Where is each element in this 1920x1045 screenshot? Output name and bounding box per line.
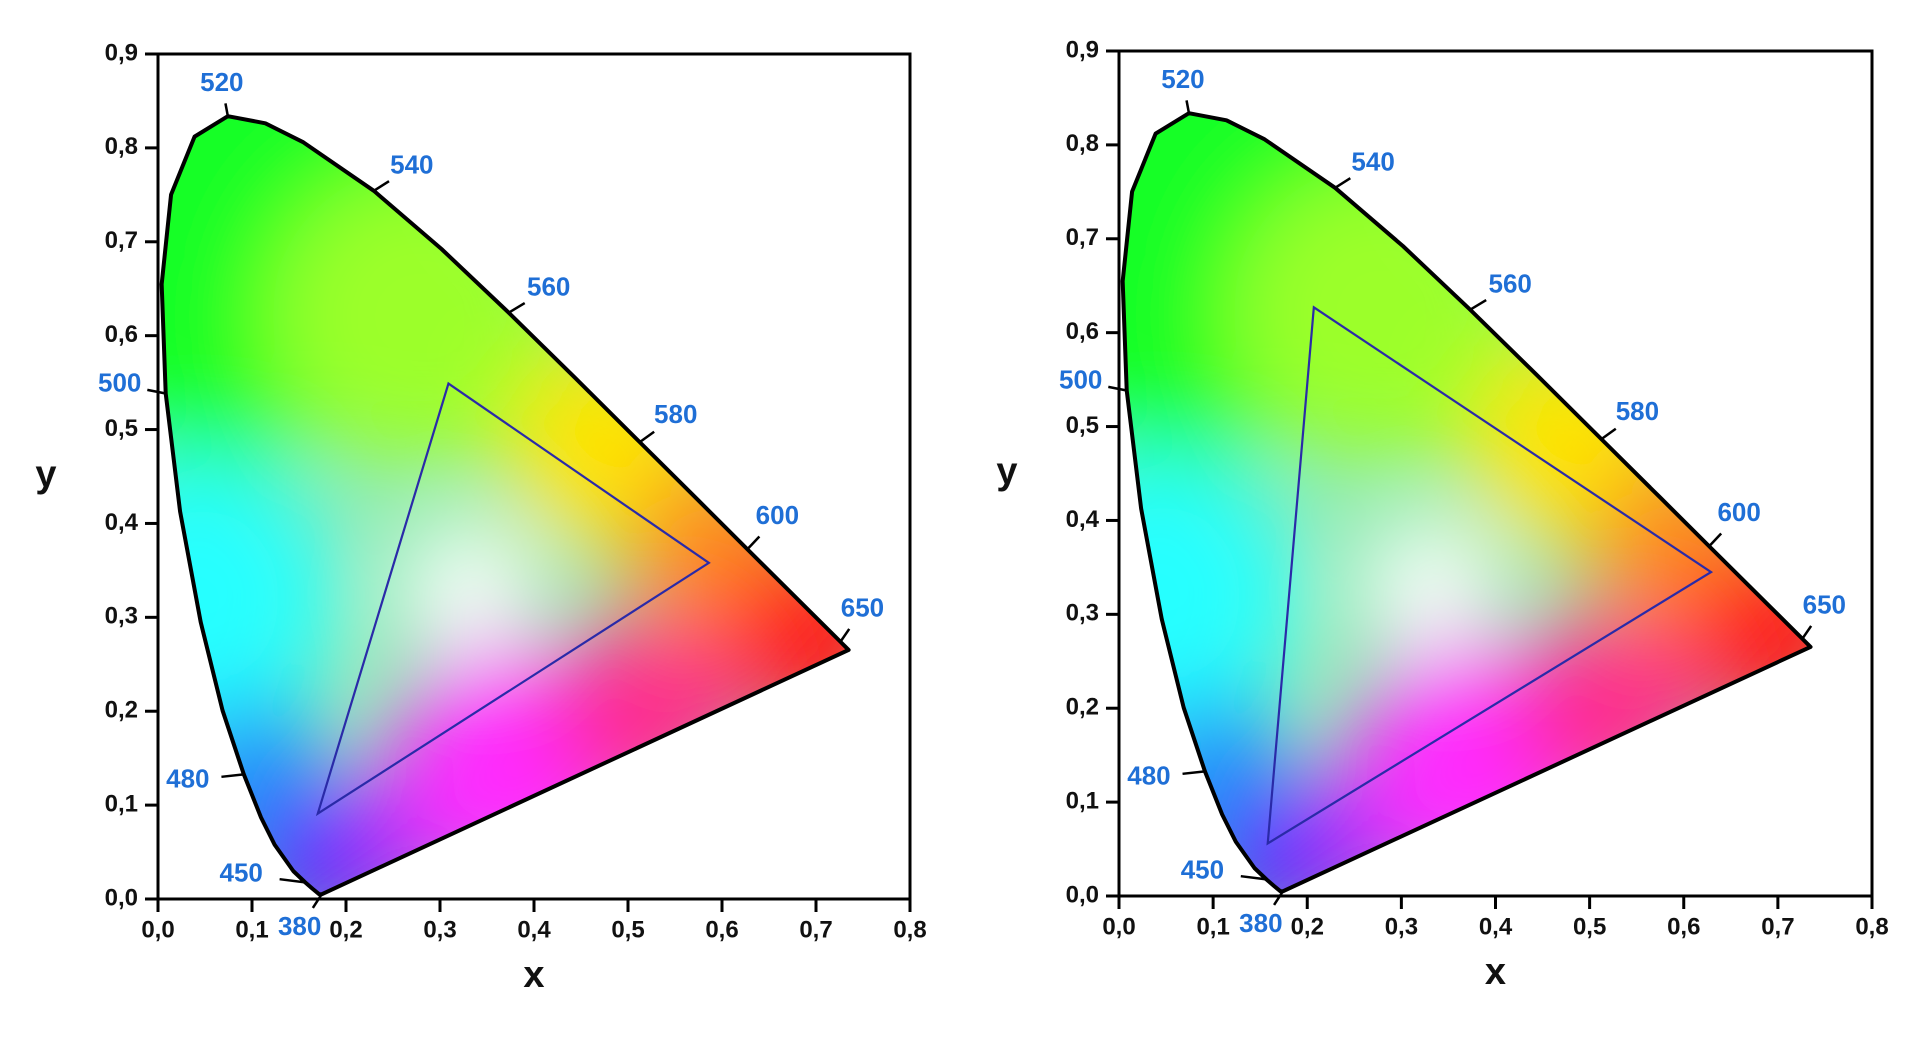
x-tick-label: 0,0 bbox=[1102, 913, 1135, 940]
wavelength-label: 480 bbox=[166, 763, 209, 793]
wavelength-tick bbox=[1185, 100, 1191, 114]
x-tick-label: 0,1 bbox=[235, 916, 268, 943]
x-tick-label: 0,6 bbox=[1667, 913, 1700, 940]
x-tick-label: 0,7 bbox=[799, 916, 832, 943]
y-tick-label: 0,9 bbox=[1066, 36, 1099, 63]
wavelength-label: 480 bbox=[1127, 760, 1170, 790]
wavelength-tick bbox=[1708, 532, 1723, 548]
wavelength-label: 540 bbox=[1351, 147, 1394, 177]
color-blob bbox=[1683, 538, 1811, 728]
wavelength-tick bbox=[1334, 177, 1351, 189]
locus-color-fill bbox=[161, 116, 849, 895]
wavelength-tick bbox=[224, 103, 230, 117]
wavelength-label: 560 bbox=[1488, 269, 1531, 299]
x-tick-label: 0,8 bbox=[893, 916, 926, 943]
x-tick-label: 0,8 bbox=[1855, 913, 1888, 940]
x-tick-label: 0,4 bbox=[517, 916, 551, 943]
wavelength-label: 600 bbox=[1717, 497, 1760, 527]
x-tick-label: 0,2 bbox=[1291, 913, 1324, 940]
wavelength-tick bbox=[639, 430, 655, 444]
y-tick-label: 0,5 bbox=[105, 415, 138, 442]
x-tick-label: 0,0 bbox=[141, 916, 174, 943]
wavelength-label: 580 bbox=[654, 399, 697, 429]
x-tick-label: 0,7 bbox=[1761, 913, 1794, 940]
spectral-locus bbox=[1120, 111, 1813, 894]
wavelength-tick bbox=[1182, 770, 1206, 776]
spectral-locus bbox=[159, 114, 851, 897]
wavelength-tick bbox=[508, 301, 526, 314]
x-tick-label: 0,5 bbox=[611, 916, 644, 943]
wavelength-label: 450 bbox=[220, 857, 263, 887]
wavelength-label: 540 bbox=[390, 150, 433, 180]
wavelength-label: 600 bbox=[756, 500, 799, 530]
wavelength-tick bbox=[1240, 874, 1267, 881]
y-axis-label: y bbox=[996, 451, 1017, 493]
y-tick-label: 0,3 bbox=[105, 603, 138, 630]
wavelength-label: 500 bbox=[98, 367, 141, 397]
wavelength-label: 650 bbox=[1803, 590, 1846, 620]
wavelength-tick bbox=[1469, 298, 1487, 311]
wavelength-tick bbox=[839, 628, 851, 643]
x-tick-label: 0,4 bbox=[1479, 913, 1513, 940]
x-tick-label: 0,3 bbox=[423, 916, 456, 943]
color-blob bbox=[1363, 520, 1496, 653]
wavelength-label: 520 bbox=[200, 67, 243, 97]
gamut-triangle bbox=[1266, 305, 1714, 846]
wavelength-tick bbox=[1108, 385, 1127, 392]
y-tick-label: 0,2 bbox=[1066, 694, 1099, 721]
x-tick-label: 0,6 bbox=[705, 916, 738, 943]
color-blob bbox=[402, 523, 534, 655]
wavelength-tick bbox=[746, 535, 761, 551]
wavelength-tick bbox=[221, 773, 244, 779]
y-tick-label: 0,5 bbox=[1066, 412, 1099, 439]
wavelength-label: 520 bbox=[1161, 64, 1204, 94]
x-tick-label: 0,1 bbox=[1196, 913, 1229, 940]
x-tick-label: 0,5 bbox=[1573, 913, 1606, 940]
y-tick-label: 0,3 bbox=[1066, 600, 1099, 627]
y-tick-label: 0,0 bbox=[1066, 881, 1099, 908]
y-tick-label: 0,7 bbox=[105, 227, 138, 254]
wavelength-tick bbox=[373, 180, 390, 192]
x-axis-label: x bbox=[523, 954, 544, 996]
wavelength-label: 450 bbox=[1181, 854, 1224, 884]
wavelength-label: 650 bbox=[841, 593, 884, 623]
wavelength-tick bbox=[1273, 890, 1284, 906]
y-tick-label: 0,6 bbox=[1066, 318, 1099, 345]
y-tick-label: 0,7 bbox=[1066, 224, 1099, 251]
y-tick-label: 0,1 bbox=[105, 790, 138, 817]
y-tick-label: 0,1 bbox=[1066, 787, 1099, 814]
wavelength-label: 500 bbox=[1059, 364, 1102, 394]
x-tick-label: 0,3 bbox=[1385, 913, 1418, 940]
color-blob bbox=[722, 542, 849, 731]
x-axis-label: x bbox=[1485, 951, 1506, 993]
wavelength-tick bbox=[311, 893, 323, 909]
y-tick-label: 0,8 bbox=[105, 133, 138, 160]
y-axis-label: y bbox=[35, 454, 56, 496]
wavelength-label: 380 bbox=[1239, 908, 1282, 938]
wavelength-label: 380 bbox=[278, 911, 321, 941]
y-tick-label: 0,9 bbox=[105, 39, 138, 66]
wavelength-tick bbox=[147, 388, 166, 395]
y-tick-label: 0,0 bbox=[105, 884, 138, 911]
wavelength-tick bbox=[279, 877, 306, 884]
wavelength-tick bbox=[1600, 427, 1617, 441]
wavelength-tick bbox=[1801, 625, 1813, 640]
chart: 0,0 0,1 0,2 0,3 0,4 0,5 0,6 0,7 0,8 0,0 0,1 0,2 0,3 0… bbox=[996, 36, 1888, 993]
x-tick-label: 0,2 bbox=[329, 916, 362, 943]
y-tick-label: 0,4 bbox=[1066, 506, 1100, 533]
gamut-triangle bbox=[315, 381, 711, 817]
wavelength-label: 560 bbox=[527, 272, 570, 302]
y-tick-label: 0,6 bbox=[105, 321, 138, 348]
y-tick-label: 0,2 bbox=[105, 697, 138, 724]
y-tick-label: 0,8 bbox=[1066, 130, 1099, 157]
chart: 0,0 0,1 0,2 0,3 0,4 0,5 0,6 0,7 0,8 0,0 0,1 0,2 0,3 0… bbox=[35, 39, 926, 996]
wavelength-label: 580 bbox=[1616, 396, 1659, 426]
y-tick-label: 0,4 bbox=[105, 509, 139, 536]
